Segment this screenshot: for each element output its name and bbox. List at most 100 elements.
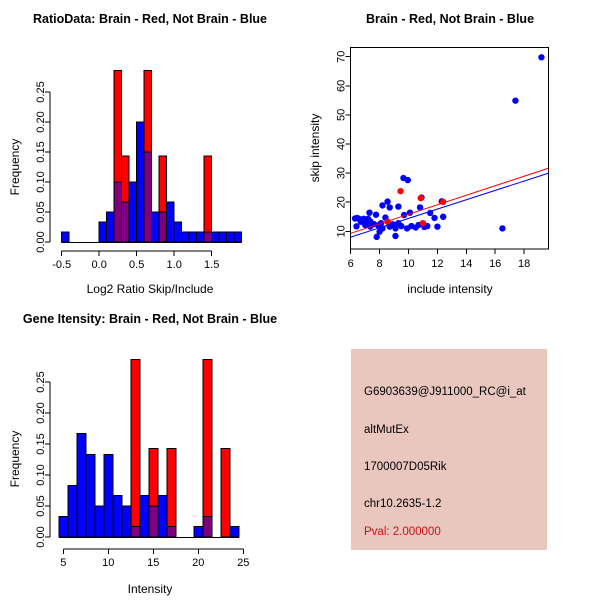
scatter-y-axis-label: skip intensity bbox=[308, 113, 322, 183]
y-tick-label: 0.05 bbox=[35, 201, 47, 222]
x-tick-label: 20 bbox=[192, 557, 204, 569]
scatter-point-blue bbox=[398, 222, 405, 230]
hist-bar-blue bbox=[106, 211, 115, 243]
y-tick-label: 10 bbox=[336, 225, 348, 237]
hist-bar-blue bbox=[128, 181, 138, 243]
hist-bar-red bbox=[203, 155, 213, 233]
y-tick-label: 0.25 bbox=[35, 81, 47, 102]
x-tick-label: 14 bbox=[460, 258, 472, 270]
hist-bar-blue bbox=[67, 485, 78, 538]
hist-bar-blue bbox=[136, 121, 145, 243]
scatter-point-red bbox=[419, 219, 427, 227]
y-tick-label: 20 bbox=[336, 196, 348, 208]
hist-bar-overlap bbox=[166, 525, 177, 538]
hist-bar-red bbox=[121, 155, 130, 203]
hist-bar-overlap bbox=[203, 231, 213, 243]
y-tick-label: 40 bbox=[336, 138, 348, 150]
x-tick-label: 0.5 bbox=[129, 259, 144, 271]
scatter-x-axis-label: include intensity bbox=[407, 282, 493, 296]
hist-bar-red bbox=[166, 447, 177, 527]
probe-id-text: G6903639@J911000_RC@i_at bbox=[364, 386, 526, 398]
scatter-point-blue bbox=[416, 204, 424, 211]
scatter-point-blue bbox=[353, 223, 360, 230]
y-tick-label: 0.20 bbox=[35, 111, 47, 132]
hist-bar-blue bbox=[98, 221, 108, 243]
hist-bar-blue bbox=[181, 231, 190, 243]
hist-bar-overlap bbox=[202, 516, 213, 538]
hist-bar-blue bbox=[218, 231, 228, 243]
gene-histogram-plot: 0.00 0.05 0.10 0.15 0.20 0.25 5 10 15 20 25 bbox=[35, 359, 249, 569]
hist-bar-blue bbox=[193, 525, 204, 538]
hist-bar-blue bbox=[121, 505, 132, 538]
hist-bar-blue bbox=[188, 231, 198, 243]
x-tick-label: 12 bbox=[431, 258, 443, 270]
hist-bar-red bbox=[202, 359, 213, 518]
event-type-text: altMutEx bbox=[364, 424, 409, 436]
scatter-point-blue bbox=[379, 202, 386, 209]
hist-bar-blue bbox=[229, 525, 240, 538]
hist-bar-blue bbox=[76, 432, 87, 538]
y-tick-label: 0.25 bbox=[35, 371, 47, 392]
hist-bar-overlap bbox=[113, 181, 123, 243]
hist-bar-blue bbox=[166, 201, 175, 243]
gene-y-axis-label: Frequency bbox=[8, 430, 22, 488]
panel-ratio-histogram: 0.00 0.05 0.10 0.15 0.20 0.25 -0.5 0.0 0.5 1.0 1.5… bbox=[0, 0, 300, 300]
y-tick-label: 0.05 bbox=[35, 495, 47, 516]
y-tick-label: 50 bbox=[336, 109, 348, 121]
x-tick-label: 25 bbox=[237, 557, 249, 569]
scatter-point-blue bbox=[404, 176, 411, 184]
scatter-point-blue bbox=[372, 211, 380, 218]
x-tick-label: 8 bbox=[377, 258, 383, 270]
x-tick-label: 6 bbox=[348, 258, 354, 270]
y-tick-label: 0.10 bbox=[35, 171, 47, 192]
x-tick-label: 10 bbox=[402, 258, 414, 270]
ratio-x-axis-label: Log2 Ratio Skip/Include bbox=[86, 282, 214, 296]
hist-bar-blue bbox=[61, 231, 70, 243]
y-tick-label: 0.20 bbox=[35, 402, 47, 423]
x-tick-label: 10 bbox=[102, 557, 114, 569]
hist-bar-blue bbox=[157, 494, 168, 538]
hist-bar-blue bbox=[211, 231, 220, 243]
gene-info-box: G6903639@J911000_RC@i_at altMutEx 170000… bbox=[351, 349, 547, 550]
y-tick-label: 70 bbox=[336, 51, 348, 63]
y-tick-label: 30 bbox=[336, 167, 348, 179]
hist-bar-blue bbox=[233, 231, 243, 243]
gene-name-text: 1700007D05Rik bbox=[364, 461, 447, 473]
panel-intensity-scatter: 6 8 10 12 14 16 18 10 20 30 40 50 60 70 Brain - Red, … bbox=[300, 0, 600, 300]
scatter-point-blue bbox=[392, 225, 399, 232]
hist-bar-red bbox=[130, 359, 141, 527]
scatter-point-blue bbox=[434, 223, 441, 230]
scatter-point-blue bbox=[357, 218, 365, 225]
x-tick-label: 5 bbox=[60, 557, 66, 569]
hist-bar-blue bbox=[196, 231, 205, 243]
hist-bar-red bbox=[220, 447, 231, 538]
ratio-y-axis-label: Frequency bbox=[8, 138, 22, 196]
scatter-point-blue bbox=[366, 209, 373, 216]
hist-bar-red bbox=[148, 447, 159, 507]
y-tick-label: 0.00 bbox=[35, 526, 47, 547]
hist-bar-red bbox=[113, 69, 123, 183]
y-tick-label: 60 bbox=[336, 80, 348, 92]
panel-gene-info: G6903639@J911000_RC@i_at altMutEx 170000… bbox=[300, 300, 600, 600]
gene-x-axis-label: Intensity bbox=[127, 582, 173, 596]
scatter-point-blue bbox=[439, 213, 447, 220]
hist-bar-blue bbox=[103, 454, 114, 538]
scatter-point-blue bbox=[384, 198, 391, 205]
scatter-point-blue bbox=[392, 232, 399, 240]
hist-bar-blue bbox=[85, 454, 96, 538]
plot-box bbox=[350, 47, 550, 250]
scatter-title: Brain - Red, Not Brain - Blue bbox=[365, 12, 535, 26]
x-tick-label: 18 bbox=[518, 258, 530, 270]
scatter-point-blue bbox=[431, 214, 438, 222]
hist-bar-overlap bbox=[158, 211, 168, 243]
ratio-histogram-title: RatioData: Brain - Red, Not Brain - Blue bbox=[32, 12, 268, 26]
y-tick-label: 0.10 bbox=[35, 464, 47, 485]
scatter-point-blue bbox=[499, 225, 506, 232]
panel-gene-histogram: 0.00 0.05 0.10 0.15 0.20 0.25 5 10 15 20 25 Gene I… bbox=[0, 300, 300, 600]
hist-bar-red bbox=[158, 155, 168, 213]
hist-bar-overlap bbox=[121, 201, 130, 243]
hist-bar-blue bbox=[151, 211, 160, 243]
scatter-point-red bbox=[417, 194, 424, 202]
x-tick-label: 1.5 bbox=[204, 259, 219, 271]
scatter-point-blue bbox=[373, 233, 380, 241]
